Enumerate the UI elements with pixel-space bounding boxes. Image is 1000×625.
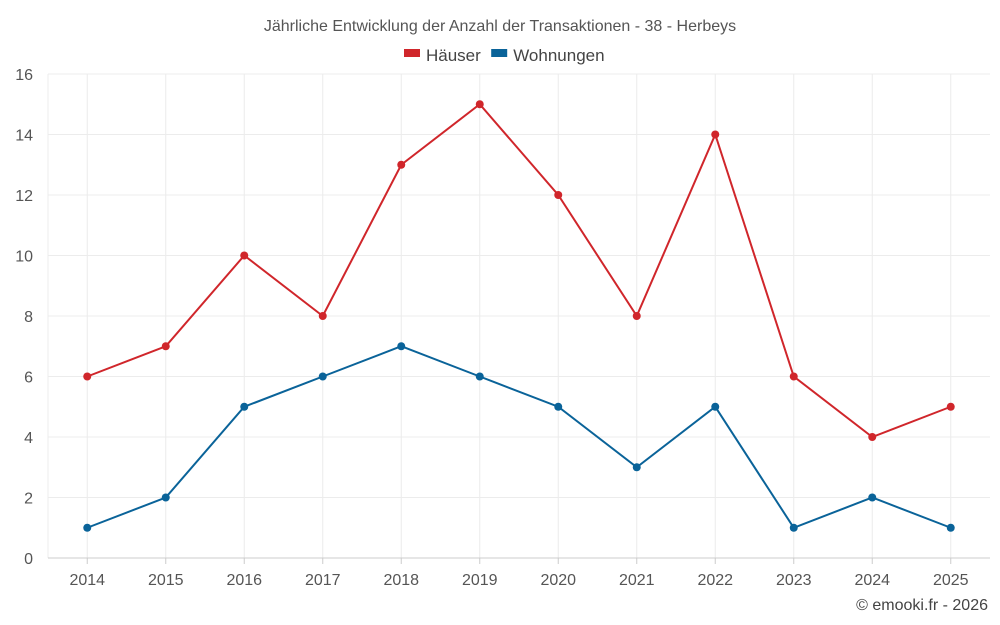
data-point <box>632 312 641 320</box>
legend-label: Häuser <box>426 46 481 65</box>
x-axis: 2014 2015 2016 2017 2018 2019 2020 2021 2022 2023… <box>48 557 990 589</box>
x-tick-label: 2018 <box>383 572 419 589</box>
data-point <box>711 402 720 411</box>
x-tick-label: 2014 <box>69 572 105 589</box>
x-tick-label: 2025 <box>933 572 969 589</box>
x-tick-label: 2015 <box>148 572 184 589</box>
credit: © emooki.fr - 2026 <box>856 597 988 614</box>
data-point <box>946 523 955 532</box>
data-point <box>318 312 327 320</box>
y-tick-label: 0 <box>24 551 33 568</box>
y-tick-label: 8 <box>24 309 33 326</box>
x-tick-label: 2017 <box>305 572 341 589</box>
data-point <box>868 493 877 502</box>
data-point <box>946 402 955 411</box>
grid <box>47 73 990 558</box>
y-tick-label: 6 <box>24 370 33 387</box>
y-axis: 0 2 4 6 8 10 12 14 16 <box>15 67 33 568</box>
chart-title: Jährliche Entwicklung der Anzahl der Tra… <box>264 18 736 35</box>
data-point <box>868 433 877 441</box>
data-point <box>789 372 798 381</box>
plot-area <box>83 100 955 532</box>
legend-swatch <box>404 49 420 57</box>
y-tick-label: 16 <box>15 67 33 84</box>
legend: Häuser Wohnungen <box>404 46 605 65</box>
y-tick-label: 2 <box>24 491 33 508</box>
x-tick-label: 2016 <box>226 572 262 589</box>
series-line-0 <box>86 102 952 439</box>
x-tick-label: 2023 <box>776 572 812 589</box>
data-point <box>318 372 327 381</box>
x-tick-label: 2021 <box>619 572 655 589</box>
legend-swatch <box>491 49 508 57</box>
data-point <box>554 402 563 411</box>
y-tick-label: 10 <box>15 249 33 266</box>
y-tick-label: 14 <box>15 128 33 145</box>
y-tick-label: 4 <box>24 430 33 447</box>
x-tick-label: 2019 <box>462 572 498 589</box>
data-point <box>475 100 484 109</box>
x-tick-label: 2024 <box>854 572 890 589</box>
data-point <box>83 523 92 532</box>
data-point <box>789 523 798 532</box>
data-point <box>397 160 406 169</box>
data-point <box>554 191 563 199</box>
data-point <box>475 372 484 381</box>
x-tick-label: 2020 <box>540 572 576 589</box>
data-point <box>397 342 406 351</box>
series-line-1 <box>86 345 952 529</box>
x-tick-label: 2022 <box>697 572 733 589</box>
data-point <box>161 342 170 351</box>
data-point <box>632 463 641 472</box>
data-point <box>83 372 92 381</box>
data-point <box>711 130 720 139</box>
data-point <box>240 402 249 411</box>
data-point <box>161 493 170 502</box>
y-tick-label: 12 <box>15 188 33 205</box>
data-point <box>240 251 249 260</box>
legend-label: Wohnungen <box>513 46 604 65</box>
